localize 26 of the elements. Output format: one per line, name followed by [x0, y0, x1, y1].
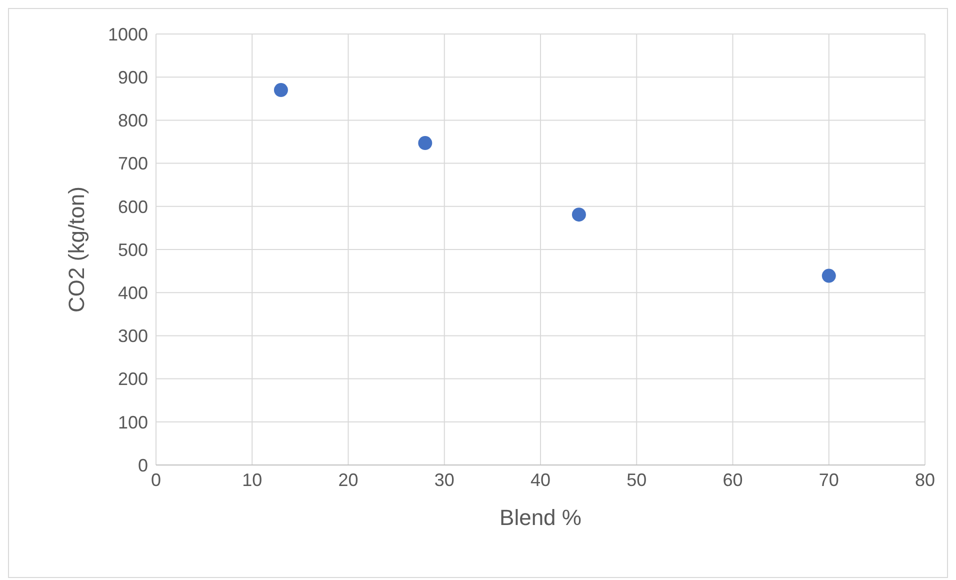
y-tick-label: 100: [118, 412, 148, 432]
point: [274, 83, 288, 98]
x-tick-label: 10: [242, 470, 262, 490]
x-tick-label: 50: [626, 470, 647, 490]
y-tick-label: 400: [118, 282, 148, 303]
x-axis-title: Blend %: [500, 505, 582, 530]
y-tick-label: 300: [118, 326, 148, 346]
y-tick-label: 900: [118, 67, 148, 88]
y-axis-title: CO2 (kg/ton): [64, 186, 89, 312]
x-tick-label: 30: [434, 470, 454, 490]
point: [418, 136, 432, 150]
y-tick-label: 500: [118, 240, 148, 260]
y-tick-label: 800: [118, 110, 148, 131]
y-tick-label: 1000: [108, 24, 148, 44]
point: [572, 208, 586, 222]
x-tick-label: 40: [530, 470, 551, 490]
x-tick-label: 0: [150, 470, 162, 490]
x-tick-label: 60: [722, 470, 743, 490]
y-tick-label: 600: [118, 196, 148, 217]
point: [822, 268, 836, 283]
x-tick-label: 80: [914, 470, 936, 490]
y-tick-label: 0: [138, 455, 148, 476]
y-tick-label: 200: [118, 369, 148, 390]
y-tick-label: 700: [118, 154, 148, 174]
x-tick-label: 70: [818, 470, 839, 490]
x-tick-label: 20: [338, 470, 358, 490]
